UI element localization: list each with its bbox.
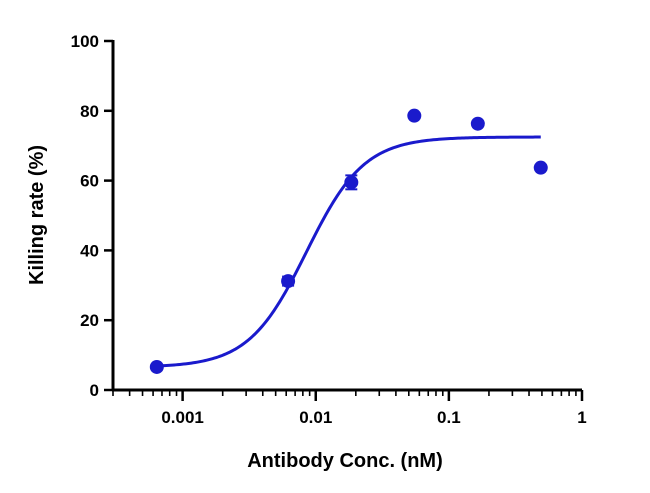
data-point <box>149 359 164 374</box>
y-tick-label: 20 <box>80 311 99 330</box>
data-point <box>470 116 485 131</box>
y-tick-label: 0 <box>90 381 99 400</box>
x-axis-title: Antibody Conc. (nM) <box>247 450 443 472</box>
data-point <box>407 108 422 123</box>
y-axis-title: Killing rate (%) <box>26 145 48 285</box>
fit-curve <box>156 135 541 368</box>
y-tick-label: 60 <box>80 172 99 191</box>
y-tick-label: 40 <box>80 241 99 260</box>
x-tick-label: 0.001 <box>161 408 204 427</box>
data-point <box>281 274 296 289</box>
data-point <box>344 175 359 190</box>
y-tick-label: 100 <box>71 32 99 51</box>
x-tick-label: 1 <box>577 408 586 427</box>
y-tick-label: 80 <box>80 102 99 121</box>
data-point <box>533 160 548 175</box>
plot-area: 0 20 40 60 80 100 0.001 0.01 0.1 1 <box>71 32 587 427</box>
x-tick-label: 0.1 <box>437 408 461 427</box>
x-tick-label: 0.01 <box>299 408 332 427</box>
